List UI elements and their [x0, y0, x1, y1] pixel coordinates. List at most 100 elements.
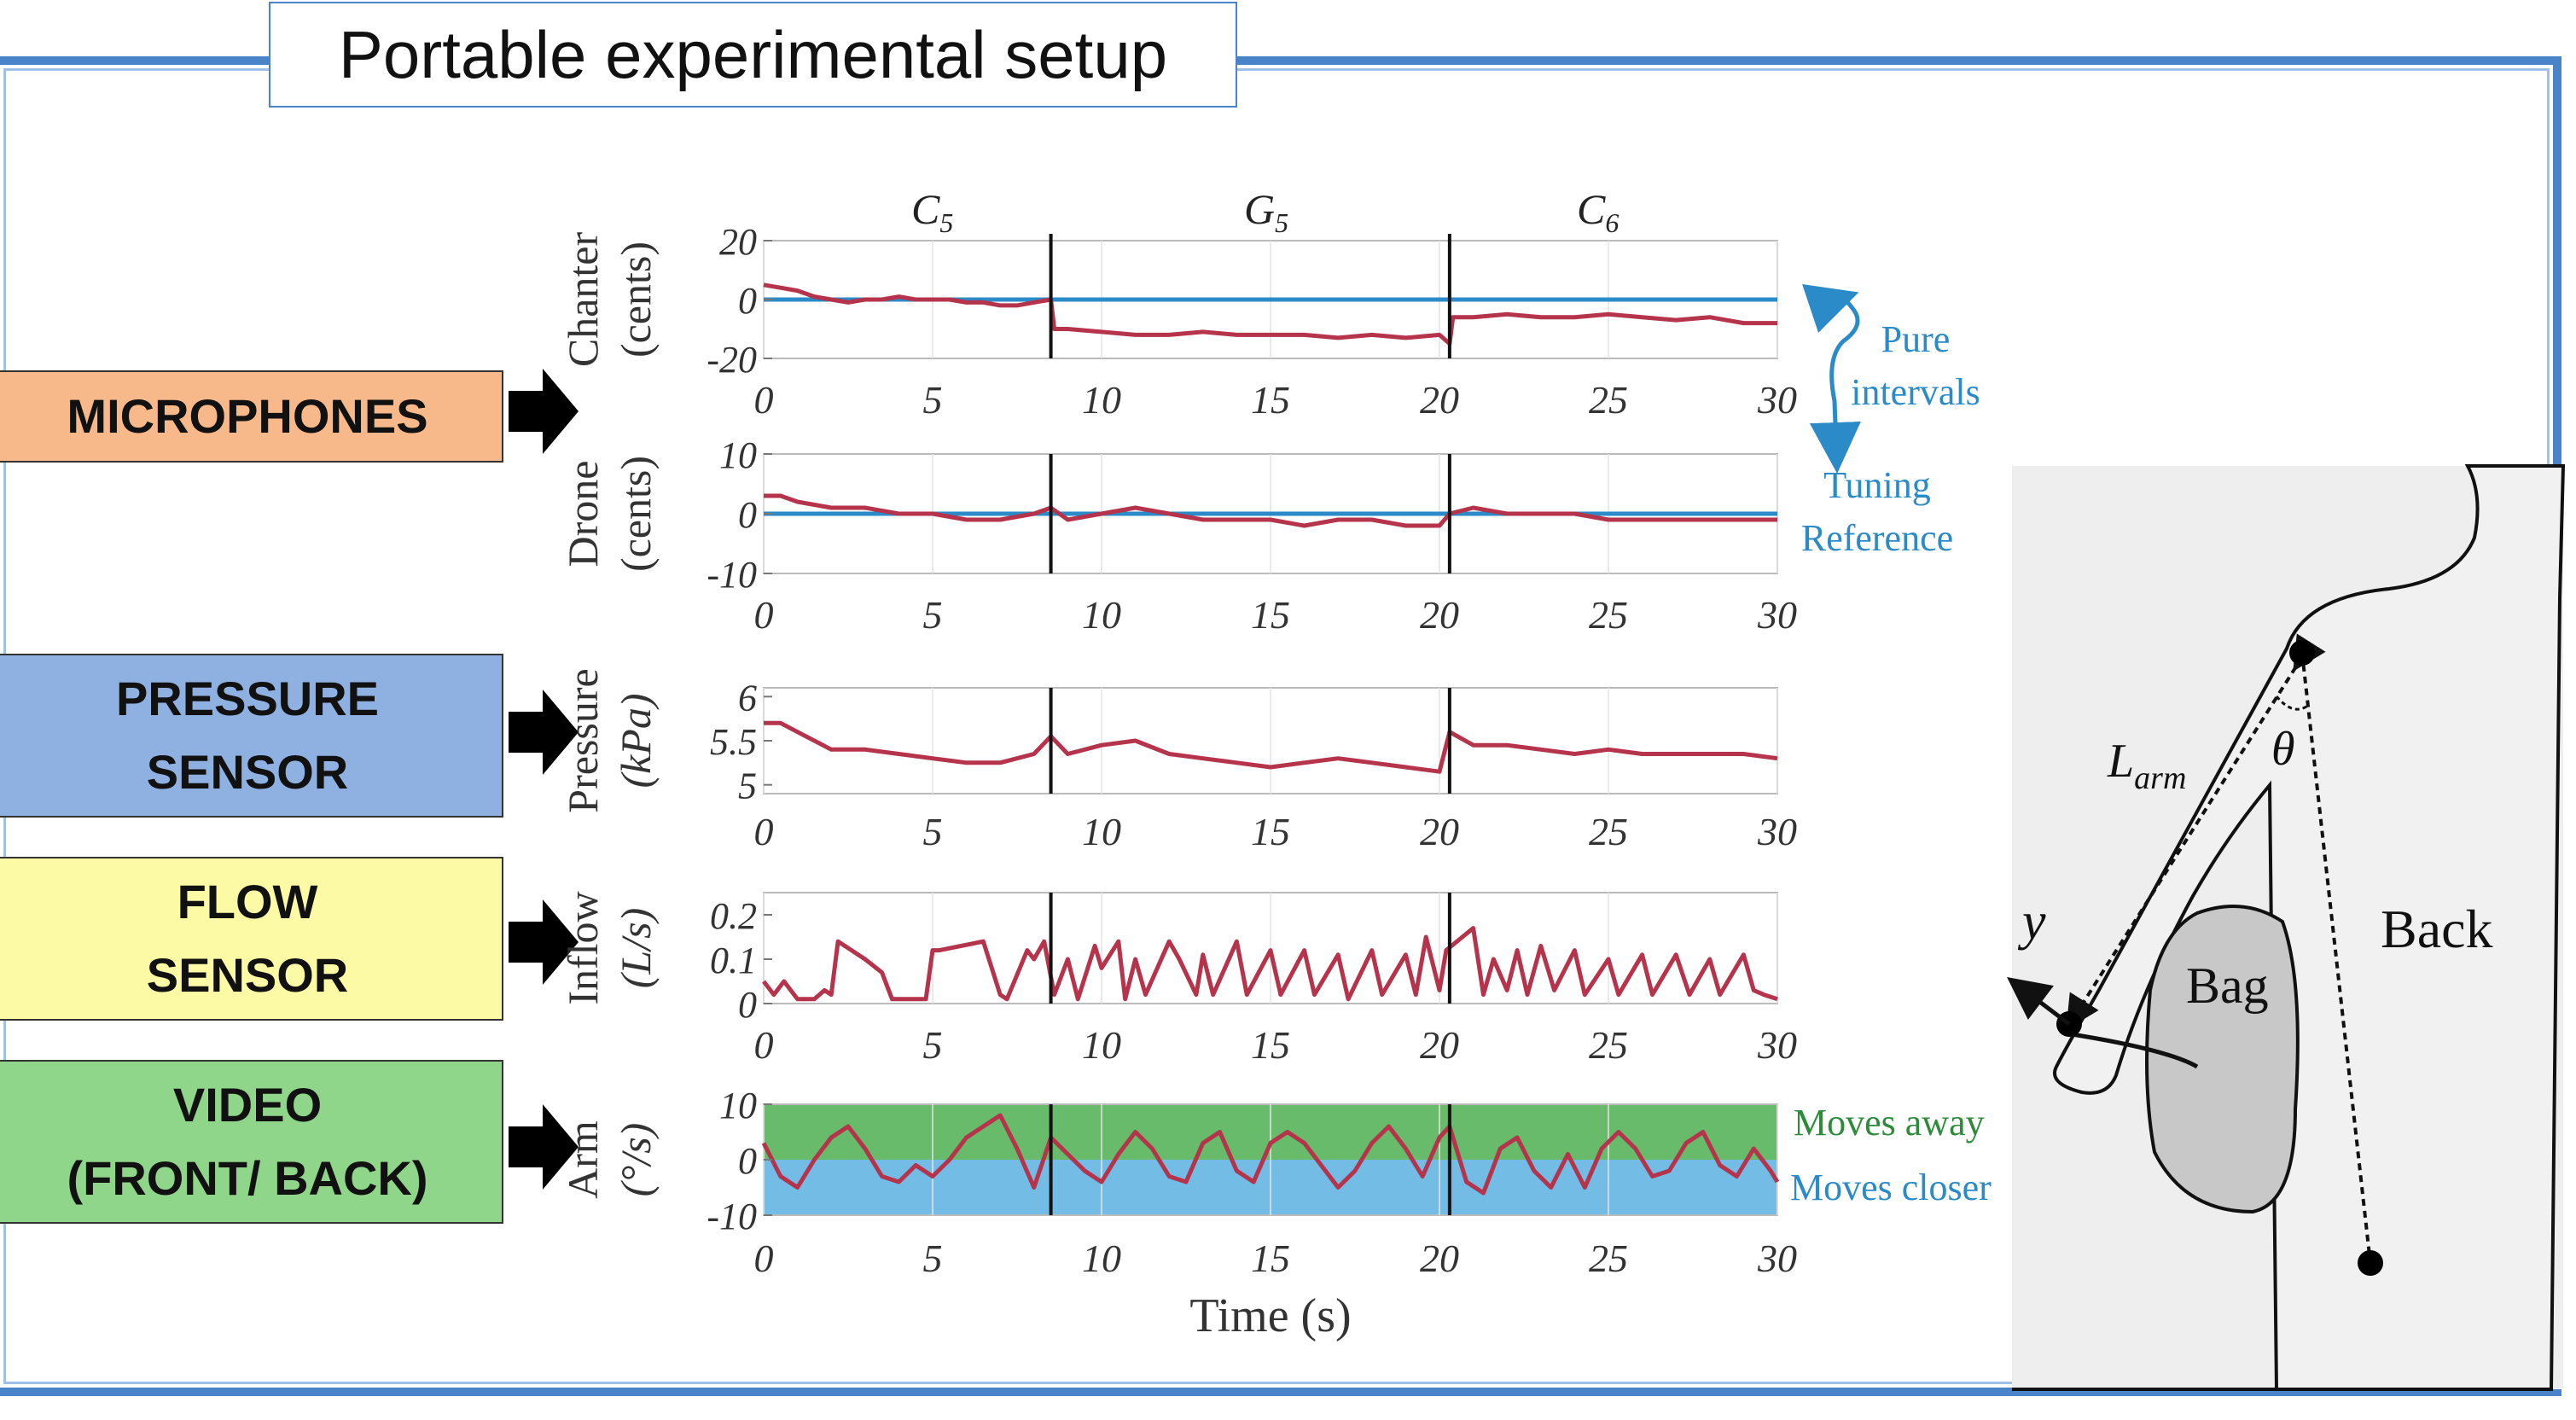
y-axis-label-line-1: Pressure: [559, 668, 607, 812]
x-tick-label: 20: [1420, 810, 1459, 853]
segment-label-c5: C5: [911, 185, 953, 238]
y-axis-label-line-1: Chanter: [559, 232, 607, 368]
x-tick-label: 15: [1251, 810, 1290, 853]
x-tick-label: 0: [754, 1023, 774, 1067]
y-tick-label: 5.5: [710, 721, 757, 763]
tuning-reference-text-2: Reference: [1801, 517, 1953, 559]
y-tick-label: 0: [738, 1140, 757, 1182]
x-tick-label: 15: [1251, 593, 1290, 637]
x-tick-label: 25: [1589, 378, 1628, 422]
y-tick-label: 0.1: [710, 940, 757, 981]
x-tick-label: 20: [1420, 593, 1459, 637]
y-tick-label: 5: [738, 765, 757, 807]
bag-shape: [2145, 905, 2300, 1214]
moves-away-text: Moves away: [1794, 1102, 1985, 1144]
y-axis-label-line-2: (cents): [612, 242, 660, 358]
x-tick-label: 30: [1757, 593, 1797, 637]
x-tick-label: 10: [1082, 1023, 1121, 1067]
y-tick-label: -10: [707, 554, 757, 596]
x-tick-label: 5: [923, 810, 943, 853]
x-tick-label: 25: [1589, 593, 1628, 637]
x-tick-label: 5: [923, 1023, 943, 1067]
flow-sensor-label: FLOW SENSOR: [0, 857, 503, 1021]
x-tick-label: 30: [1757, 1237, 1797, 1280]
pure-intervals-text-1: Pure: [1881, 318, 1951, 360]
x-tick-label: 20: [1420, 1023, 1459, 1067]
segment-label-g5: G5: [1244, 185, 1288, 238]
series-line: [761, 1113, 1780, 1196]
x-tick-label: 10: [1082, 593, 1121, 637]
bag-label: Bag: [2186, 957, 2269, 1014]
video-label: VIDEO (FRONT/ BACK): [0, 1060, 503, 1224]
x-tick-label: 15: [1251, 378, 1290, 422]
y-axis-label-line-1: Drone: [559, 461, 607, 567]
y-axis-label-line-2: (cents): [612, 456, 660, 572]
y-tick-label: -20: [707, 339, 757, 381]
y-tick-label: 0.2: [710, 895, 757, 937]
x-tick-label: 15: [1251, 1237, 1290, 1280]
y-label: y: [2017, 893, 2046, 951]
x-tick-label: 0: [754, 593, 774, 637]
x-tick-label: 5: [923, 593, 943, 637]
y-axis-label-line-1: Arm: [559, 1120, 607, 1199]
x-tick-label: 25: [1589, 1237, 1628, 1280]
x-tick-label: 20: [1420, 378, 1459, 422]
microphones-label: MICROPHONES: [0, 370, 503, 463]
sensor-arrows: [509, 369, 579, 1190]
y-tick-label: 10: [719, 434, 757, 476]
y-axis-label-line-2: (°/s): [612, 1123, 660, 1197]
x-tick-label: 30: [1757, 810, 1797, 853]
x-tick-label: 20: [1420, 1237, 1459, 1280]
x-tick-label: 25: [1589, 810, 1628, 853]
series-line: [762, 926, 1778, 1002]
pressure-arrow-icon: [509, 690, 579, 775]
x-tick-label: 25: [1589, 1023, 1628, 1067]
page-title: Portable experimental setup: [269, 2, 1237, 108]
video-arrow-icon: [509, 1104, 579, 1190]
flow-arrow-icon: [509, 899, 579, 985]
x-tick-label: 5: [923, 378, 943, 422]
pure-intervals-annotation: Pure intervals Tuning Reference: [1801, 284, 1980, 559]
x-tick-label: 15: [1251, 1023, 1290, 1067]
x-tick-label: 0: [754, 378, 774, 422]
arm-shading-legend: Moves away Moves closer: [1790, 1102, 1992, 1208]
y-tick-label: -10: [707, 1196, 757, 1237]
pure-intervals-arrow-icon: [1802, 284, 1861, 474]
l-arm-label: Larm: [2107, 735, 2186, 796]
y-tick-label: 0: [738, 984, 757, 1026]
body-diagram: Larm θ y Bag Back: [2007, 464, 2566, 1391]
x-tick-label: 30: [1757, 1023, 1797, 1067]
pressure-sensor-label: PRESSURE SENSOR: [0, 654, 503, 818]
y-tick-label: 0: [738, 280, 757, 322]
y-axis-label-line-1: Inflow: [559, 891, 607, 1004]
y-direction-arrow-icon: [2007, 976, 2071, 1026]
series-line: [764, 493, 1777, 528]
shoulder-point: [2289, 640, 2315, 666]
segment-label-c6: C6: [1577, 185, 1619, 238]
back-line: [2300, 652, 2372, 1264]
x-tick-label: 10: [1082, 1237, 1121, 1280]
arm-curve: [2071, 1032, 2199, 1069]
y-tick-label: 6: [738, 677, 757, 719]
x-tick-label: 10: [1082, 810, 1121, 853]
moves-closer-text: Moves closer: [1790, 1167, 1992, 1208]
y-tick-label: 10: [719, 1085, 757, 1126]
series-line: [763, 282, 1777, 346]
y-tick-label: 20: [719, 221, 757, 263]
hip-point: [2358, 1250, 2383, 1276]
segment-labels: C5 G5 C6: [911, 185, 1619, 238]
x-tick-label: 10: [1082, 378, 1121, 422]
x-tick-label: 5: [923, 1237, 943, 1280]
series-line: [764, 720, 1778, 774]
y-tick-label: 0: [738, 494, 757, 536]
x-tick-label: 30: [1757, 378, 1797, 422]
theta-label: θ: [2271, 723, 2295, 776]
x-tick-label: 0: [754, 1237, 774, 1280]
y-axis-label-line-2: (L/s): [612, 908, 660, 988]
x-axis-label: Time (s): [1189, 1289, 1351, 1342]
